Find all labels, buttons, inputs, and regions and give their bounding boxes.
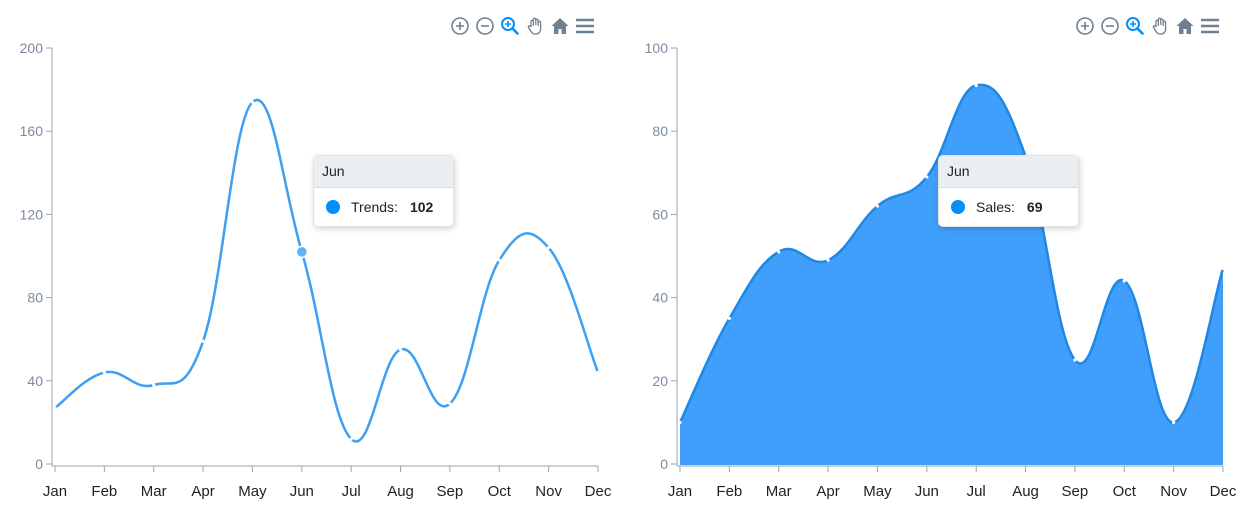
sales-chart-panel: 0 20 40 60 80 100 Jan Feb Mar Apr May Jun Jul Aug Sep O… [626, 0, 1252, 513]
trends-series-line [54, 98, 600, 443]
data-point [777, 250, 781, 254]
chart-toolbar [1074, 14, 1221, 38]
y-tick-label: 160 [20, 123, 44, 139]
y-tick-label: 80 [27, 290, 43, 306]
data-point [678, 420, 682, 424]
x-tick-label: Oct [1113, 483, 1137, 500]
data-point [102, 370, 106, 375]
tooltip-body: Trends: 102 [314, 188, 453, 226]
data-point [1221, 266, 1225, 271]
sales-area-fill [680, 84, 1223, 465]
menu-icon[interactable] [1199, 14, 1221, 38]
data-point [596, 370, 600, 375]
y-tick-label: 40 [27, 373, 43, 389]
y-tick-label: 40 [652, 290, 668, 306]
tooltip-body: Sales: 69 [939, 188, 1078, 226]
data-point [448, 402, 452, 406]
x-tick-label: May [238, 483, 267, 500]
x-tick-label: Aug [1012, 483, 1039, 500]
data-point [727, 316, 731, 320]
x-tick-label: Mar [766, 483, 792, 500]
data-point [53, 406, 57, 410]
x-tick-label: Aug [387, 483, 414, 500]
chart-toolbar [449, 14, 596, 38]
highlighted-data-point [295, 245, 309, 259]
sales-tooltip: Jun Sales: 69 [938, 155, 1079, 227]
x-tick-label: Jan [43, 483, 67, 500]
x-tick-label: Feb [716, 483, 742, 500]
tooltip-title: Jun [939, 156, 1078, 188]
tooltip-value: 102 [409, 199, 434, 215]
y-tick-label: 200 [20, 40, 44, 56]
data-point [152, 383, 156, 387]
trends-tooltip: Jun Trends: 102 [313, 155, 454, 227]
x-tick-label: Apr [816, 483, 839, 500]
x-tick-label: Jan [668, 483, 692, 500]
menu-icon[interactable] [574, 14, 596, 38]
y-tick-label: 60 [652, 206, 668, 222]
x-tick-label: Feb [91, 483, 117, 500]
tooltip-value: 69 [1026, 199, 1043, 215]
x-tick-label: Nov [535, 483, 562, 500]
tooltip-title: Jun [314, 156, 453, 188]
data-point [250, 100, 255, 104]
pan-hand-icon[interactable] [524, 14, 546, 38]
data-point [974, 83, 978, 88]
sales-area-chart[interactable]: 0 20 40 60 80 100 Jan Feb Mar Apr May Jun Jul Aug Sep O… [626, 0, 1252, 513]
zoom-out-icon[interactable] [1099, 14, 1121, 38]
data-point [1073, 358, 1077, 362]
series-marker-icon [326, 200, 340, 214]
x-tick-label: Jul [342, 483, 361, 500]
series-marker-icon [951, 200, 965, 214]
x-tick-label: Sep [437, 483, 464, 500]
selection-zoom-icon[interactable] [1124, 14, 1146, 38]
zoom-in-icon[interactable] [1074, 14, 1096, 38]
data-point [1122, 279, 1126, 283]
x-tick-label: Apr [191, 483, 214, 500]
data-point [1172, 420, 1176, 424]
y-tick-label: 20 [652, 373, 668, 389]
home-reset-icon[interactable] [549, 14, 571, 38]
tooltip-series-label: Sales: [976, 199, 1015, 215]
x-tick-label: Oct [488, 483, 512, 500]
x-tick-label: Dec [585, 483, 612, 500]
y-tick-label: 80 [652, 123, 668, 139]
zoom-out-icon[interactable] [474, 14, 496, 38]
y-tick-label: 120 [20, 206, 44, 222]
home-reset-icon[interactable] [1174, 14, 1196, 38]
x-tick-label: Jul [967, 483, 986, 500]
y-tick-label: 0 [35, 456, 43, 472]
data-point [497, 258, 501, 262]
x-tick-label: Nov [1160, 483, 1187, 500]
x-tick-label: Jun [915, 483, 939, 500]
data-point [547, 246, 551, 250]
data-point [875, 204, 880, 208]
y-tick-label: 100 [645, 40, 669, 56]
x-tick-label: Jun [290, 483, 314, 500]
data-point [201, 339, 205, 343]
data-point [826, 258, 830, 262]
tooltip-series-label: Trends: [351, 199, 398, 215]
trends-chart-panel: 0 40 80 120 160 200 Jan Feb Mar Apr May Jun Jul Aug Se… [0, 0, 626, 513]
x-tick-label: Sep [1062, 483, 1089, 500]
x-tick-label: May [863, 483, 892, 500]
zoom-in-icon[interactable] [449, 14, 471, 38]
y-tick-label: 0 [660, 456, 668, 472]
x-tick-label: Dec [1210, 483, 1237, 500]
trends-line-chart[interactable]: 0 40 80 120 160 200 Jan Feb Mar Apr May Jun Jul Aug Se… [0, 0, 626, 513]
data-point [925, 175, 929, 179]
x-tick-label: Mar [141, 483, 167, 500]
data-point [349, 437, 353, 441]
pan-hand-icon[interactable] [1149, 14, 1171, 38]
data-point [398, 348, 403, 352]
selection-zoom-icon[interactable] [499, 14, 521, 38]
